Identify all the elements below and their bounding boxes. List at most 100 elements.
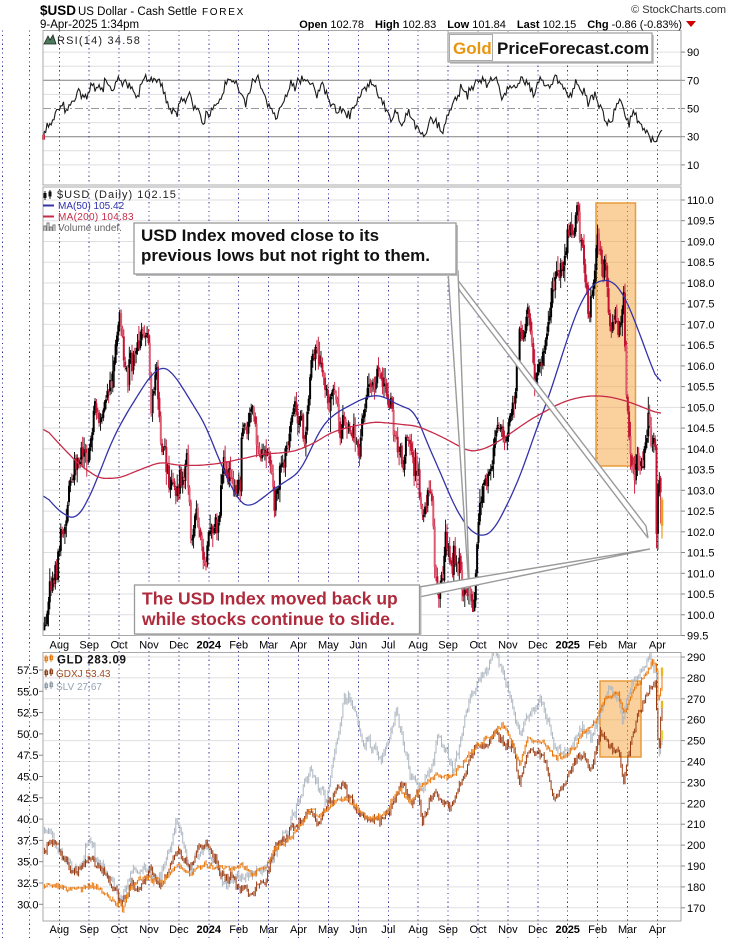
svg-text:Jun: Jun bbox=[350, 924, 368, 936]
svg-text:MA(50) 105.42: MA(50) 105.42 bbox=[58, 201, 125, 212]
svg-text:100.5: 100.5 bbox=[687, 589, 715, 601]
svg-text:55.0: 55.0 bbox=[17, 686, 38, 698]
svg-text:Feb: Feb bbox=[588, 640, 607, 652]
svg-text:Aug: Aug bbox=[50, 640, 70, 652]
svg-text:105.0: 105.0 bbox=[687, 402, 715, 414]
svg-text:Gold: Gold bbox=[453, 39, 492, 58]
svg-text:107.0: 107.0 bbox=[687, 319, 715, 331]
svg-text:RSI(14) 34.58: RSI(14) 34.58 bbox=[57, 35, 141, 47]
svg-text:May: May bbox=[318, 924, 339, 936]
svg-text:previous lows but not right to: previous lows but not right to them. bbox=[141, 246, 430, 265]
svg-text:Open 102.78 High 102.83 Low: Open 102.78 High 102.83 Low 101.84 Last … bbox=[299, 19, 682, 31]
svg-text:104.0: 104.0 bbox=[687, 444, 715, 456]
svg-text:The USD Index moved back up: The USD Index moved back up bbox=[142, 589, 398, 609]
svg-text:Jul: Jul bbox=[381, 640, 395, 652]
svg-text:103.0: 103.0 bbox=[687, 485, 715, 497]
svg-text:© StockCharts.com: © StockCharts.com bbox=[631, 4, 726, 16]
svg-text:$USD (Daily) 102.15: $USD (Daily) 102.15 bbox=[57, 189, 177, 201]
svg-text:103.5: 103.5 bbox=[687, 465, 715, 477]
svg-text:170: 170 bbox=[687, 903, 705, 915]
svg-text:USD Index moved close to its: USD Index moved close to its bbox=[141, 226, 379, 245]
svg-text:Mar: Mar bbox=[618, 924, 637, 936]
svg-text:210: 210 bbox=[687, 819, 705, 831]
svg-text:Mar: Mar bbox=[618, 640, 637, 652]
svg-text:Nov: Nov bbox=[498, 640, 518, 652]
svg-text:52.5: 52.5 bbox=[17, 708, 38, 720]
svg-text:GDXJ 53.43: GDXJ 53.43 bbox=[56, 669, 111, 680]
svg-text:Apr: Apr bbox=[290, 640, 307, 652]
svg-text:Sep: Sep bbox=[438, 640, 458, 652]
svg-text:70: 70 bbox=[687, 75, 699, 87]
svg-text:while stocks continue to slide: while stocks continue to slide. bbox=[141, 609, 395, 629]
svg-text:105.5: 105.5 bbox=[687, 382, 715, 394]
svg-text:Nov: Nov bbox=[139, 924, 159, 936]
svg-text:Mar: Mar bbox=[259, 924, 278, 936]
svg-text:Dec: Dec bbox=[169, 924, 189, 936]
svg-text:FOREX: FOREX bbox=[202, 7, 245, 18]
svg-text:108.5: 108.5 bbox=[687, 257, 715, 269]
svg-text:Feb: Feb bbox=[229, 924, 248, 936]
svg-text:2025: 2025 bbox=[555, 640, 579, 652]
svg-text:2025: 2025 bbox=[555, 924, 579, 936]
svg-text:Apr: Apr bbox=[649, 640, 666, 652]
svg-text:Oct: Oct bbox=[469, 640, 486, 652]
svg-text:$USD: $USD bbox=[40, 3, 76, 18]
svg-text:Nov: Nov bbox=[139, 640, 159, 652]
svg-text:Oct: Oct bbox=[469, 924, 486, 936]
svg-text:Jun: Jun bbox=[350, 640, 368, 652]
svg-text:102.5: 102.5 bbox=[687, 506, 715, 518]
svg-text:Aug: Aug bbox=[408, 640, 428, 652]
svg-text:50: 50 bbox=[687, 104, 699, 116]
svg-text:290: 290 bbox=[687, 652, 705, 664]
svg-text:Feb: Feb bbox=[229, 640, 248, 652]
svg-text:May: May bbox=[318, 640, 339, 652]
svg-text:109.0: 109.0 bbox=[687, 237, 715, 249]
svg-text:Feb: Feb bbox=[588, 924, 607, 936]
svg-text:110.0: 110.0 bbox=[687, 195, 714, 207]
svg-text:104.5: 104.5 bbox=[687, 423, 715, 435]
svg-text:260: 260 bbox=[687, 715, 705, 727]
svg-text:108.0: 108.0 bbox=[687, 278, 715, 290]
svg-text:Sep: Sep bbox=[79, 640, 99, 652]
svg-text:107.5: 107.5 bbox=[687, 299, 715, 311]
svg-text:Dec: Dec bbox=[528, 640, 548, 652]
svg-text:9-Apr-2025 1:34pm: 9-Apr-2025 1:34pm bbox=[40, 19, 139, 31]
svg-text:Dec: Dec bbox=[169, 640, 189, 652]
svg-text:2024: 2024 bbox=[197, 924, 222, 936]
svg-text:30: 30 bbox=[687, 132, 699, 144]
svg-text:30.0: 30.0 bbox=[17, 899, 38, 911]
svg-text:Dec: Dec bbox=[528, 924, 548, 936]
svg-text:Oct: Oct bbox=[111, 640, 128, 652]
svg-text:US Dollar - Cash Settle: US Dollar - Cash Settle bbox=[78, 6, 197, 18]
svg-text:Jul: Jul bbox=[381, 924, 395, 936]
svg-text:32.5: 32.5 bbox=[17, 878, 38, 890]
svg-text:250: 250 bbox=[687, 736, 705, 748]
svg-text:47.5: 47.5 bbox=[17, 750, 38, 762]
svg-text:101.0: 101.0 bbox=[687, 568, 715, 580]
svg-text:37.5: 37.5 bbox=[17, 835, 38, 847]
svg-text:109.5: 109.5 bbox=[687, 216, 715, 228]
svg-text:102.0: 102.0 bbox=[687, 527, 715, 539]
svg-text:Sep: Sep bbox=[79, 924, 99, 936]
svg-text:Oct: Oct bbox=[111, 924, 128, 936]
svg-text:Apr: Apr bbox=[290, 924, 307, 936]
svg-text:101.5: 101.5 bbox=[687, 548, 715, 560]
svg-text:240: 240 bbox=[687, 757, 705, 769]
svg-text:106.5: 106.5 bbox=[687, 340, 715, 352]
svg-text:Sep: Sep bbox=[438, 924, 458, 936]
svg-text:10: 10 bbox=[687, 160, 699, 172]
svg-text:Aug: Aug bbox=[50, 924, 70, 936]
svg-text:45.0: 45.0 bbox=[17, 772, 38, 784]
svg-text:90: 90 bbox=[687, 47, 699, 59]
svg-text:230: 230 bbox=[687, 777, 705, 789]
svg-text:35.0: 35.0 bbox=[17, 857, 38, 869]
svg-text:50.0: 50.0 bbox=[17, 729, 38, 741]
svg-text:PriceForecast.com: PriceForecast.com bbox=[497, 39, 649, 58]
svg-text:200: 200 bbox=[687, 840, 705, 852]
svg-text:2024: 2024 bbox=[197, 640, 222, 652]
svg-text:100.0: 100.0 bbox=[687, 610, 715, 622]
svg-text:Mar: Mar bbox=[259, 640, 278, 652]
svg-text:42.5: 42.5 bbox=[17, 793, 38, 805]
svg-text:MA(200) 104.83: MA(200) 104.83 bbox=[58, 212, 134, 223]
svg-text:40.0: 40.0 bbox=[17, 814, 38, 826]
